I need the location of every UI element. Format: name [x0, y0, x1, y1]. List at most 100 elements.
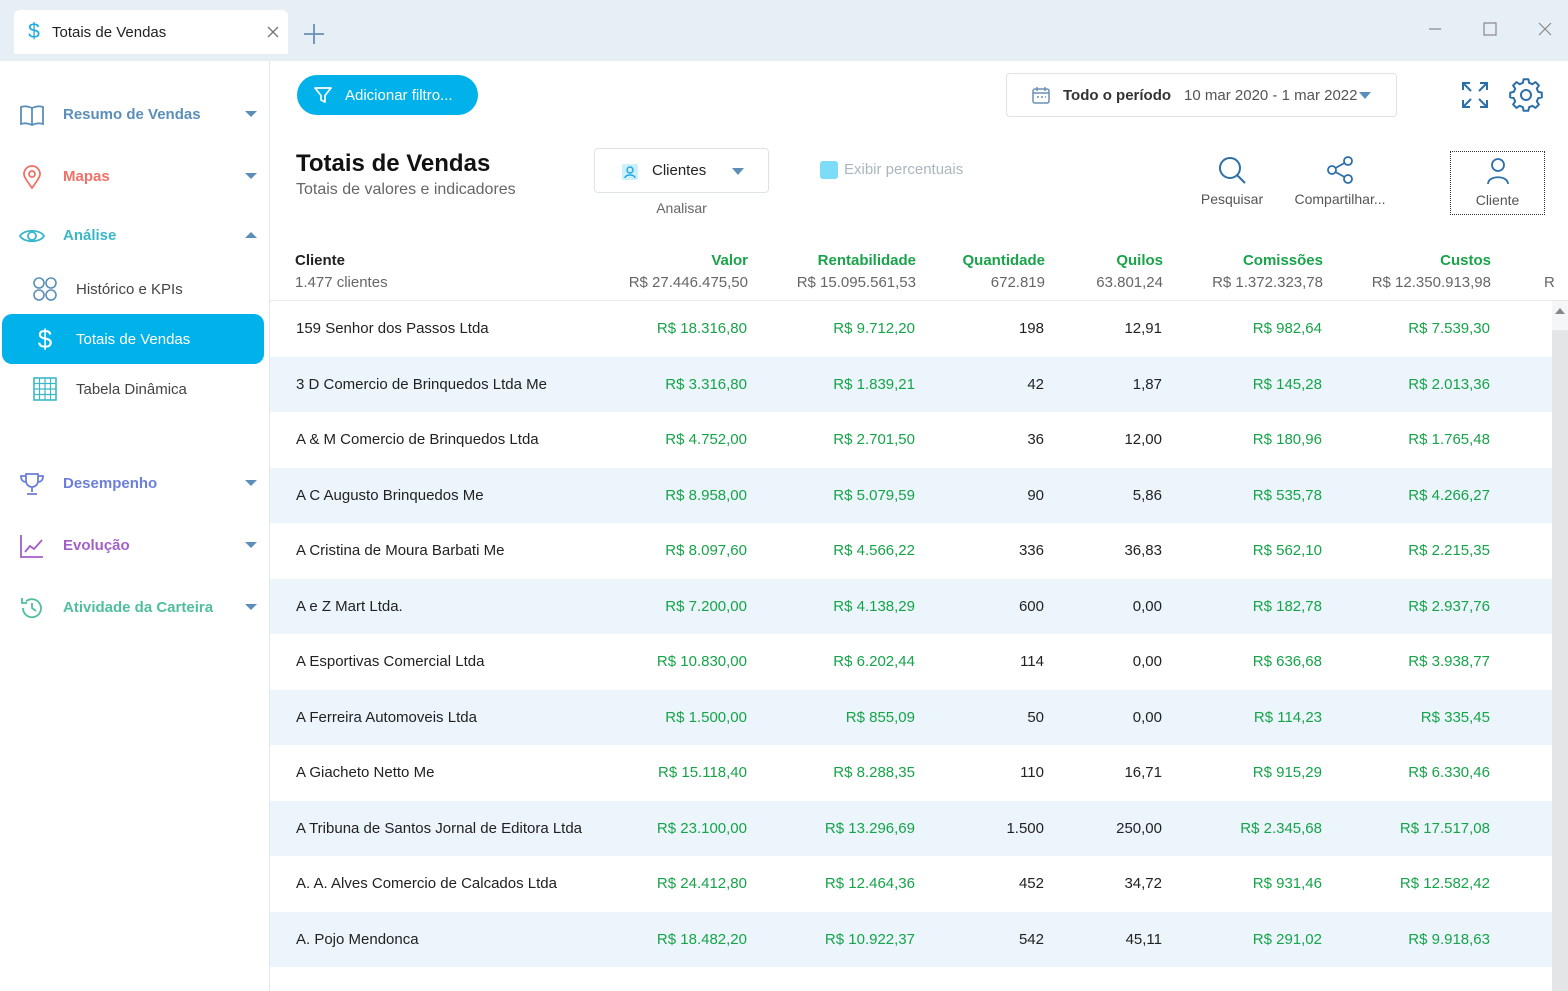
chevron-down-icon: [245, 173, 257, 179]
show-percentages-label[interactable]: Exibir percentuais: [844, 161, 964, 178]
cell-value: 36: [1027, 431, 1044, 448]
table-row[interactable]: A Giacheto Netto Me R$ 15.118,40 R$ 8.288,…: [270, 745, 1552, 801]
cell-value: 42: [1027, 375, 1044, 393]
column-title: Valor: [711, 252, 748, 269]
sidebar-group-evolucao[interactable]: Evolução: [0, 523, 270, 567]
calendar-icon: [1032, 87, 1050, 104]
minimize-button[interactable]: [1420, 14, 1450, 44]
filter-icon: [314, 87, 332, 103]
cell-value: R$ 4.138,29: [833, 597, 915, 615]
sidebar-item-label: Totais de Vendas: [76, 330, 191, 348]
table-row[interactable]: 159 Senhor dos Passos Ltda R$ 18.316,80 R$…: [270, 301, 1552, 357]
cell-value: R$ 23.100,00: [656, 819, 747, 837]
cell-value: R$ 12.464,36: [824, 875, 915, 892]
scrollbar-thumb[interactable]: [1552, 330, 1568, 991]
chevron-down-icon: [732, 168, 744, 175]
cell-value: R$ 9.712,20: [833, 320, 915, 337]
table-row[interactable]: A. Pojo Mendonca R$ 18.482,20 R$ 10.922,37…: [270, 911, 1552, 967]
table-row[interactable]: A Esportivas Comercial Ltda R$ 10.830,00 R…: [270, 634, 1552, 690]
cell-value: 34,72: [1124, 875, 1162, 892]
column-total: R$ 1.372.323,78: [1212, 274, 1323, 291]
dollar-icon: $: [37, 324, 53, 354]
title-bar: $ Totais de Vendas: [0, 0, 1568, 61]
table-row[interactable]: A Cristina de Moura Barbati Me R$ 8.097,6…: [270, 523, 1552, 579]
sidebar-group-resumo-de-vendas[interactable]: Resumo de Vendas: [0, 92, 270, 136]
sidebar-item-totais-de-vendas[interactable]: $ Totais de Vendas: [2, 314, 264, 364]
gear-icon: [1509, 78, 1543, 112]
column-header-quantidade[interactable]: Quantidade 672.819: [962, 252, 1045, 291]
cell-value: R$ 10.830,00: [656, 653, 747, 670]
table-header: Cliente 1.477 clientes Valor R$ 27.446.4…: [270, 240, 1568, 301]
close-window-button[interactable]: [1530, 14, 1560, 44]
analyze-by-select[interactable]: Clientes: [594, 148, 769, 193]
sidebar-group-label: Análise: [63, 226, 117, 244]
cell-value: 1.500: [1006, 819, 1044, 837]
cell-value: R$ 291,02: [1252, 930, 1322, 948]
table-row[interactable]: [270, 967, 1552, 991]
cell-value: 336: [1018, 542, 1044, 559]
close-icon: [267, 26, 279, 38]
cell-cliente: A Esportivas Comercial Ltda: [296, 653, 485, 670]
table-row[interactable]: 3 D Comercio de Brinquedos Ltda Me R$ 3.3…: [270, 356, 1552, 412]
analyze-caption: Analisar: [656, 200, 707, 216]
cell-cliente: A. Pojo Mendonca: [296, 930, 419, 948]
cell-value: 114: [1020, 653, 1044, 670]
cell-value: R$ 4.752,00: [665, 431, 747, 448]
table-row[interactable]: A & M Comercio de Brinquedos Ltda R$ 4.75…: [270, 412, 1552, 468]
cell-value: R$ 24.412,80: [656, 875, 747, 892]
map-pin-icon: [23, 165, 41, 190]
column-header-valor[interactable]: Valor R$ 27.446.475,50: [629, 252, 748, 291]
share-button[interactable]: Compartilhar...: [1290, 155, 1390, 215]
column-header-rentabilidade[interactable]: Rentabilidade R$ 15.095.561,53: [797, 252, 916, 291]
cell-value: R$ 7.539,30: [1408, 320, 1490, 337]
column-title: Custos: [1440, 252, 1491, 269]
show-percentages-checkbox[interactable]: [820, 161, 838, 179]
sidebar-item-tabela-dinamica[interactable]: Tabela Dinâmica: [2, 364, 264, 414]
period-value: 10 mar 2020 - 1 mar 2022: [1184, 86, 1358, 104]
cell-cliente: A. A. Alves Comercio de Calcados Ltda: [296, 875, 557, 892]
sidebar-item-historico-e-kpis[interactable]: Histórico e KPIs: [2, 264, 264, 314]
table-row[interactable]: A C Augusto Brinquedos Me R$ 8.958,00 R$ 5…: [270, 467, 1552, 523]
table-row[interactable]: A Ferreira Automoveis Ltda R$ 1.500,00 R$ …: [270, 689, 1552, 745]
client-button[interactable]: Cliente: [1450, 151, 1545, 215]
sidebar-item-label: Tabela Dinâmica: [76, 380, 187, 398]
cell-value: R$ 9.918,63: [1408, 930, 1490, 948]
tab-totais-de-vendas[interactable]: $ Totais de Vendas: [14, 10, 288, 54]
cell-value: R$ 145,28: [1252, 375, 1322, 393]
search-button[interactable]: Pesquisar: [1196, 155, 1268, 215]
close-tab-button[interactable]: [258, 17, 288, 47]
sidebar-group-desempenho[interactable]: Desempenho: [0, 461, 270, 505]
cell-value: 5,86: [1132, 486, 1162, 504]
table-row[interactable]: A. A. Alves Comercio de Calcados Ltda R$ …: [270, 856, 1552, 912]
eye-icon: [18, 229, 46, 243]
column-header-truncated[interactable]: R R: [1544, 252, 1564, 291]
chevron-down-icon: [245, 111, 257, 117]
cell-cliente: A & M Comercio de Brinquedos Ltda: [296, 431, 539, 448]
cell-value: R$ 4.566,22: [833, 542, 915, 559]
period-selector[interactable]: Todo o período 10 mar 2020 - 1 mar 2022: [1006, 73, 1397, 117]
sidebar-group-analise[interactable]: Análise: [0, 213, 270, 257]
sidebar-group-atividade-da-carteira[interactable]: Atividade da Carteira: [0, 585, 270, 629]
column-header-custos[interactable]: Custos R$ 12.350.913,98: [1372, 252, 1491, 291]
share-icon: [1327, 156, 1353, 184]
fullscreen-button[interactable]: [1458, 78, 1492, 112]
column-header-comissoes[interactable]: Comissões R$ 1.372.323,78: [1212, 252, 1323, 291]
cell-value: R$ 3.316,80: [665, 375, 747, 393]
sidebar-group-label: Desempenho: [63, 474, 158, 492]
maximize-button[interactable]: [1475, 14, 1505, 44]
cell-value: R$ 636,68: [1252, 653, 1322, 670]
sidebar-group-mapas[interactable]: Mapas: [0, 154, 270, 198]
table-row[interactable]: A Tribuna de Santos Jornal de Editora Lt…: [270, 800, 1552, 856]
cell-value: R$ 915,29: [1252, 764, 1322, 781]
settings-button[interactable]: [1509, 78, 1543, 112]
cell-value: 0,00: [1132, 653, 1162, 670]
table-row[interactable]: A e Z Mart Ltda. R$ 7.200,00 R$ 4.138,29 60…: [270, 578, 1552, 634]
new-tab-button[interactable]: [300, 20, 328, 48]
scroll-up-arrow[interactable]: [1555, 308, 1565, 314]
cell-value: 36,83: [1124, 542, 1162, 559]
add-filter-button[interactable]: Adicionar filtro...: [297, 75, 478, 115]
column-header-cliente[interactable]: Cliente 1.477 clientes: [295, 252, 388, 291]
cell-value: 542: [1018, 930, 1044, 948]
column-total: R$ 15.095.561,53: [796, 274, 916, 291]
column-header-quilos[interactable]: Quilos 63.801,24: [1096, 252, 1163, 291]
